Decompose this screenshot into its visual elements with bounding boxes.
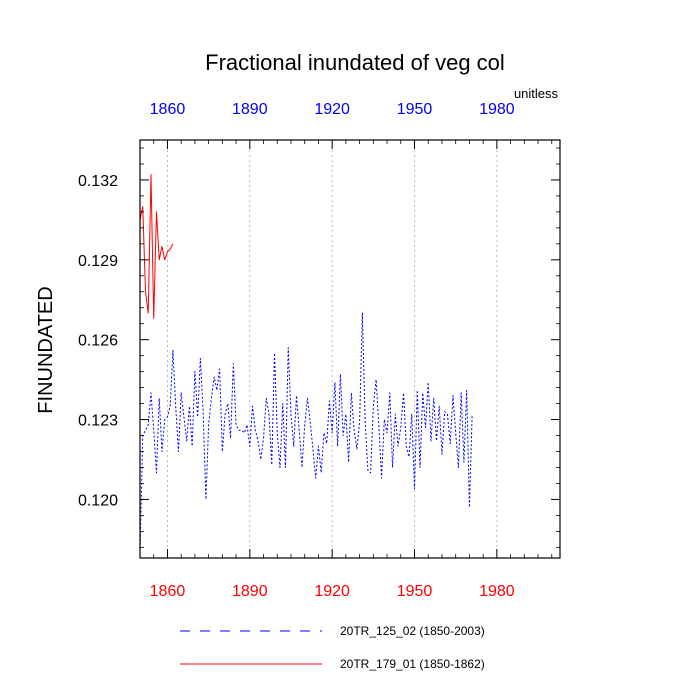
x-tick-label-top: 1920 xyxy=(314,101,350,118)
y-tick-label: 0.120 xyxy=(78,492,118,509)
grid-lines xyxy=(167,140,498,558)
units-label: unitless xyxy=(514,86,559,101)
plot-frame xyxy=(139,139,561,559)
x-tick-label-bottom: 1980 xyxy=(479,583,515,600)
axes: 1860 1860 1890 1890 1920 1920 1950 1950 1980 1980… xyxy=(78,101,560,600)
y-tick-label: 0.129 xyxy=(78,253,118,270)
legend-label-1: 20TR_125_02 (1850-2003) xyxy=(340,624,485,638)
x-tick-label-top: 1950 xyxy=(397,101,433,118)
series-line-1 xyxy=(139,312,473,553)
x-tick-label-bottom: 1950 xyxy=(397,583,433,600)
x-tick-label-top: 1890 xyxy=(232,101,268,118)
y-tick-label: 0.126 xyxy=(78,333,118,350)
x-tick-label-bottom: 1860 xyxy=(150,583,186,600)
legend: 20TR_125_02 (1850-2003) 20TR_179_01 (1850… xyxy=(180,624,485,671)
legend-label-2: 20TR_179_01 (1850-1862) xyxy=(340,657,485,671)
x-tick-label-top: 1860 xyxy=(150,101,186,118)
y-axis-label: FINUNDATED xyxy=(35,286,57,413)
y-tick-label: 0.123 xyxy=(78,413,118,430)
series-layer xyxy=(139,174,473,553)
x-tick-label-bottom: 1890 xyxy=(232,583,268,600)
series-line-2 xyxy=(139,174,174,319)
x-tick-label-bottom: 1920 xyxy=(314,583,350,600)
chart-title: Fractional inundated of veg col xyxy=(205,50,505,75)
y-tick-label: 0.132 xyxy=(78,173,118,190)
x-tick-label-top: 1980 xyxy=(479,101,515,118)
